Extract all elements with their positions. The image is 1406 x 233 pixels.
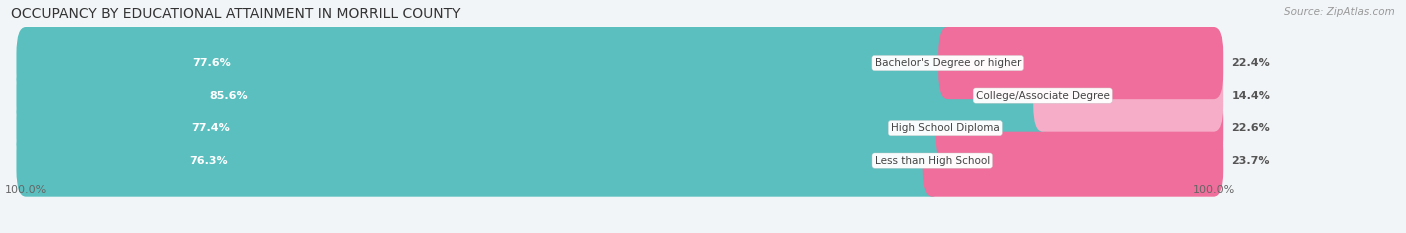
FancyBboxPatch shape <box>17 124 1223 197</box>
FancyBboxPatch shape <box>17 27 957 99</box>
Text: 77.4%: 77.4% <box>191 123 231 133</box>
FancyBboxPatch shape <box>17 59 1223 132</box>
Text: 77.6%: 77.6% <box>191 58 231 68</box>
FancyBboxPatch shape <box>936 92 1223 164</box>
Text: 85.6%: 85.6% <box>209 91 247 101</box>
FancyBboxPatch shape <box>1033 59 1223 132</box>
Text: Source: ZipAtlas.com: Source: ZipAtlas.com <box>1284 7 1395 17</box>
Text: 14.4%: 14.4% <box>1232 91 1271 101</box>
Text: College/Associate Degree: College/Associate Degree <box>976 91 1109 101</box>
Text: High School Diploma: High School Diploma <box>891 123 1000 133</box>
FancyBboxPatch shape <box>17 27 1223 99</box>
Text: 100.0%: 100.0% <box>4 185 46 195</box>
Text: OCCUPANCY BY EDUCATIONAL ATTAINMENT IN MORRILL COUNTY: OCCUPANCY BY EDUCATIONAL ATTAINMENT IN M… <box>11 7 461 21</box>
Text: 23.7%: 23.7% <box>1232 156 1270 166</box>
FancyBboxPatch shape <box>17 92 955 164</box>
FancyBboxPatch shape <box>17 59 1052 132</box>
Text: Less than High School: Less than High School <box>875 156 990 166</box>
FancyBboxPatch shape <box>17 124 942 197</box>
Text: 22.4%: 22.4% <box>1232 58 1271 68</box>
Text: Bachelor's Degree or higher: Bachelor's Degree or higher <box>875 58 1021 68</box>
FancyBboxPatch shape <box>922 124 1223 197</box>
FancyBboxPatch shape <box>17 92 1223 164</box>
Text: 76.3%: 76.3% <box>188 156 228 166</box>
Text: 22.6%: 22.6% <box>1232 123 1271 133</box>
FancyBboxPatch shape <box>938 27 1223 99</box>
Text: 100.0%: 100.0% <box>1192 185 1234 195</box>
